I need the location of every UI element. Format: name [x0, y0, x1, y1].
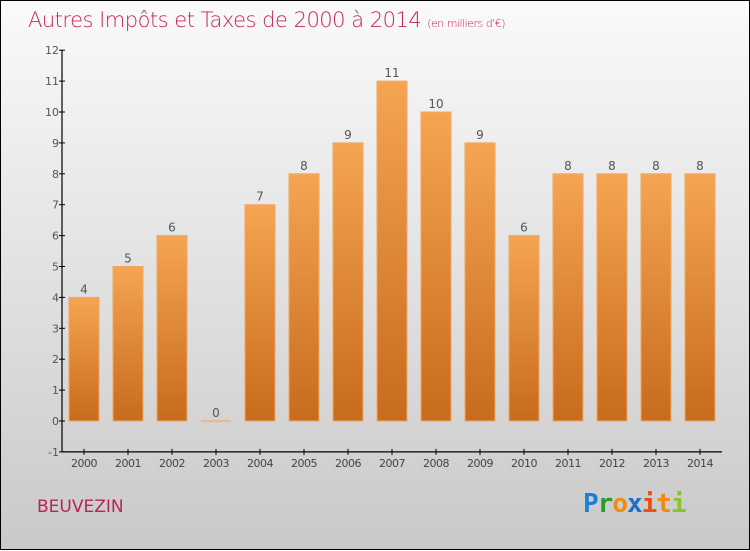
x-tick-label: 2006 [335, 457, 361, 470]
y-tick-label: 0 [52, 415, 59, 428]
x-tick-label: 2013 [643, 457, 669, 470]
bar [244, 204, 276, 422]
data-label: 9 [344, 128, 352, 142]
data-label: 7 [256, 190, 264, 204]
x-tick-label: 2002 [159, 457, 185, 470]
x-tick-label: 2012 [599, 457, 625, 470]
proxiti-logo[interactable]: Proxiti [583, 489, 687, 519]
data-label: 5 [124, 252, 132, 266]
x-tick-label: 2010 [511, 457, 537, 470]
x-tick-label: 2003 [203, 457, 229, 470]
y-tick-label: 3 [52, 322, 59, 335]
y-tick-label: 10 [45, 106, 59, 119]
x-tick-label: 2007 [379, 457, 405, 470]
bar [68, 296, 100, 422]
x-tick-label: 2004 [247, 457, 273, 470]
x-tick-label: 2011 [555, 457, 581, 470]
data-label: 10 [428, 97, 443, 111]
y-tick-label: 2 [52, 353, 59, 366]
data-label: 8 [652, 159, 660, 173]
data-label: 8 [300, 159, 308, 173]
bar [552, 173, 584, 422]
bar [332, 142, 364, 422]
y-tick-label: 11 [45, 75, 59, 88]
y-tick-label: 12 [45, 44, 59, 57]
bar [596, 173, 628, 422]
bar [508, 235, 540, 422]
title-text: Autres Impôts et Taxes de 2000 à 2014 [28, 8, 422, 32]
y-tick-label: -1 [48, 446, 59, 459]
x-tick-label: 2005 [291, 457, 317, 470]
y-tick-label: 6 [52, 230, 59, 243]
bar [464, 142, 496, 422]
x-tick-label: 2001 [115, 457, 141, 470]
subtitle-text: (en milliers d'€) [427, 17, 505, 30]
bar [288, 173, 320, 422]
data-label: 0 [212, 406, 220, 420]
data-label: 9 [476, 128, 484, 142]
data-label: 8 [564, 159, 572, 173]
bar [156, 235, 188, 422]
y-tick-label: 8 [52, 168, 59, 181]
y-tick-label: 7 [52, 199, 59, 212]
y-tick-label: 9 [52, 137, 59, 150]
x-tick-label: 2009 [467, 457, 493, 470]
y-tick-label: 1 [52, 384, 59, 397]
data-label: 11 [384, 66, 399, 80]
data-label: 6 [520, 221, 528, 235]
data-label: 4 [80, 282, 88, 296]
chart-title: Autres Impôts et Taxes de 2000 à 2014 (en… [28, 8, 505, 32]
x-tick-label: 2000 [71, 457, 97, 470]
city-name: BEUVEZIN [37, 497, 124, 517]
bar [376, 80, 408, 422]
data-label: 8 [696, 159, 704, 173]
bar [684, 173, 716, 422]
x-tick-label: 2014 [687, 457, 713, 470]
bar [112, 266, 144, 422]
data-label: 6 [168, 221, 176, 235]
x-tick-label: 2008 [423, 457, 449, 470]
y-tick-label: 4 [52, 291, 59, 304]
bar [640, 173, 672, 422]
data-label: 8 [608, 159, 616, 173]
bar [420, 111, 452, 422]
y-tick-label: 5 [52, 261, 59, 274]
